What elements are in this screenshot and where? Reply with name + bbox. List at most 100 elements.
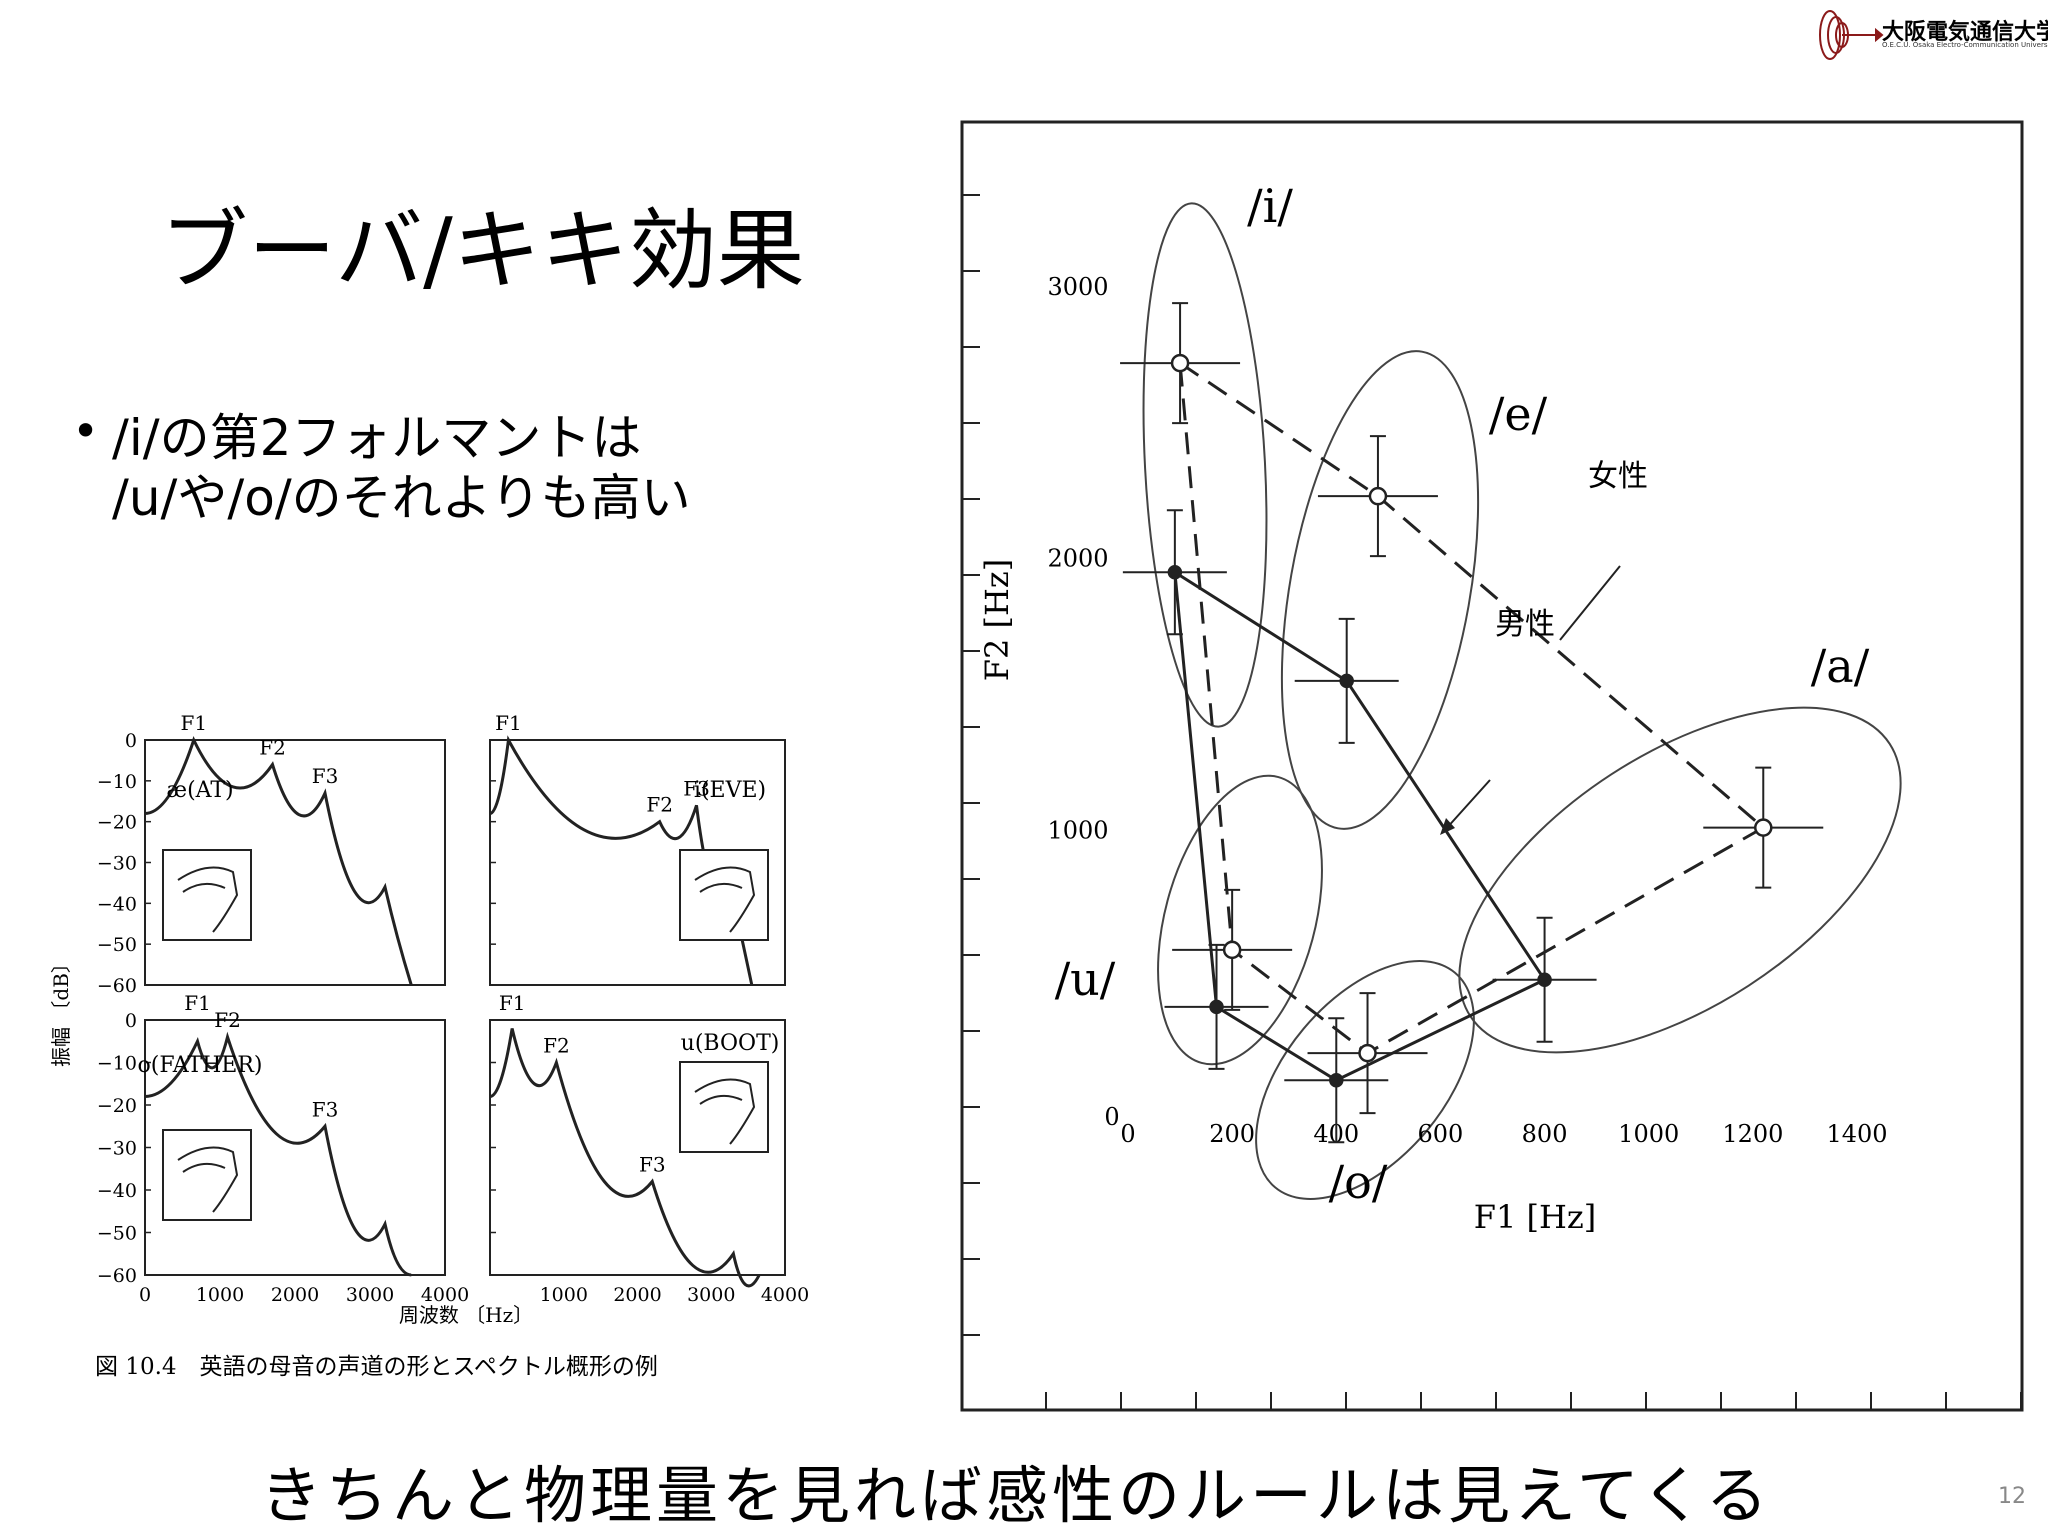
vowel-label: /a/ <box>1811 639 1870 693</box>
vowel-label: /e/ <box>1489 387 1548 441</box>
x-tick-label: 1000 <box>1618 1120 1679 1148</box>
formant-label: F1 <box>180 711 207 735</box>
x-tick-label: 1400 <box>1826 1120 1887 1148</box>
vowel-label: /i/ <box>1247 179 1293 233</box>
y-tick-label: 1000 <box>1047 816 1108 844</box>
spectrum-x-tick-label: 4000 <box>761 1284 809 1306</box>
spectrum-x-tick-label: 3000 <box>687 1284 735 1306</box>
spectrum-y-tick-label: −10 <box>97 1053 137 1075</box>
female-vowel-polygon <box>1178 360 1766 1055</box>
vowel-panel-label: o(FATHER) <box>138 1053 263 1078</box>
spectrum-x-axis-label: 周波数 〔Hz〕 <box>399 1303 533 1327</box>
spectrum-y-tick-label: −50 <box>97 934 137 956</box>
logo-name: 大阪電気通信大学 <box>1882 20 2048 45</box>
female-annotation: 女性 <box>1588 459 1648 494</box>
bullet-line-1: /i/の第2フォルマントは <box>112 409 642 467</box>
spectrum-x-tick-label: 2000 <box>613 1284 661 1306</box>
page-number: 12 <box>1998 1484 2026 1509</box>
male-data-point <box>1329 1073 1344 1088</box>
vowel-region-outline <box>1280 350 1480 830</box>
spectrum-y-tick-label: −60 <box>97 975 137 997</box>
x-tick-label: 1200 <box>1722 1120 1783 1148</box>
spectrum-curve <box>144 1031 412 1277</box>
formant-label: F2 <box>543 1034 570 1058</box>
formant-label: F1 <box>499 991 526 1015</box>
bullet-dot: • <box>72 404 100 458</box>
spectrum-x-tick-label: 1000 <box>540 1284 588 1306</box>
vowel-region-outline <box>1142 202 1268 728</box>
spectrum-y-tick-label: −40 <box>97 1180 137 1202</box>
logo-subtitle: O.E.C.U. Osaka Electro-Communication Uni… <box>1882 41 2048 49</box>
spectrum-y-tick-label: 0 <box>125 730 137 752</box>
slide-title: ブーバ/キキ効果 <box>160 199 805 302</box>
tongue-icon <box>182 1162 226 1173</box>
female-data-point <box>1358 1043 1377 1063</box>
formant-label: F1 <box>495 711 522 735</box>
spectrum-curve <box>489 1028 761 1288</box>
x-axis-label: F1 [Hz] <box>1474 1198 1596 1236</box>
vocal-tract-icon <box>694 866 756 933</box>
figure-caption: 図 10.4 英語の母音の声道の形とスペクトル概形の例 <box>95 1354 658 1380</box>
female-data-point <box>1170 353 1190 373</box>
male-data-point <box>1209 999 1224 1015</box>
vowel-region-outline <box>1255 960 1475 1200</box>
spectrum-y-tick-label: −40 <box>97 893 137 915</box>
spectrum-y-tick-label: −50 <box>97 1223 137 1245</box>
formant-label: F2 <box>214 1008 241 1032</box>
annotation-arrowhead <box>1440 818 1455 835</box>
plot-frame <box>960 120 2024 1412</box>
y-tick-label: 3000 <box>1047 273 1108 301</box>
vowel-panel-label: æ(AT) <box>166 778 233 803</box>
spectrum-y-tick-label: −20 <box>97 812 137 834</box>
spectrum-y-tick-label: −60 <box>97 1265 137 1287</box>
male-annotation: 男性 <box>1495 607 1555 642</box>
y-axis-label: F2 [Hz] <box>978 559 1016 681</box>
spectrum-x-tick-label: 2000 <box>271 1284 319 1306</box>
formant-label: F3 <box>312 1097 339 1121</box>
formant-label: F3 <box>683 776 710 800</box>
vowel-label: /u/ <box>1055 952 1116 1006</box>
vocal-tract-icon <box>177 866 239 933</box>
spectrum-x-tick-label: 4000 <box>421 1284 469 1306</box>
annotation-arrow <box>1559 565 1621 641</box>
bullet-line-2: /u/や/o/のそれよりも高い <box>112 469 691 527</box>
female-data-point <box>1368 486 1388 506</box>
x-tick-label: 600 <box>1418 1120 1464 1148</box>
male-data-point <box>1339 673 1354 689</box>
spectrum-y-tick-label: −30 <box>97 853 137 875</box>
y-tick-label: 2000 <box>1047 545 1108 573</box>
vocal-tract-icon <box>177 1146 239 1213</box>
spectrum-y-tick-label: −10 <box>97 771 137 793</box>
male-data-point <box>1167 565 1183 580</box>
spectrum-y-tick-label: −20 <box>97 1095 137 1117</box>
spectrum-x-tick-label: 3000 <box>346 1284 394 1306</box>
x-tick-label: 200 <box>1209 1120 1255 1148</box>
female-data-point <box>1222 940 1242 960</box>
annotation-arrow <box>1444 779 1491 831</box>
vowel-panel-label: u(BOOT) <box>681 1031 780 1056</box>
tongue-icon <box>699 882 743 893</box>
vowel-label: /o/ <box>1329 1155 1388 1209</box>
spectrum-curve <box>144 736 413 986</box>
formant-label: F3 <box>312 764 339 788</box>
x-tick-label: 800 <box>1522 1120 1568 1148</box>
female-data-point <box>1754 818 1773 837</box>
formant-label: F2 <box>259 736 286 760</box>
spectrum-x-tick-label: 1000 <box>196 1284 244 1306</box>
spectrum-y-axis-label: 振幅 〔dB〕 <box>49 953 73 1067</box>
vowel-panel-label: i(EVE) <box>694 778 766 803</box>
bottom-caption: きちんと物理量を見れば感性のルールは見えてくる <box>260 1459 1772 1532</box>
y-tick-label: 0 <box>1104 1103 1119 1131</box>
spectrum-y-tick-label: −30 <box>97 1138 137 1160</box>
university-logo-icon <box>1819 10 1884 60</box>
tongue-icon <box>182 882 226 893</box>
spectrum-y-tick-label: 0 <box>125 1010 137 1032</box>
formant-label: F1 <box>184 991 211 1015</box>
male-vowel-polygon <box>1173 569 1547 1082</box>
x-tick-label: 0 <box>1120 1120 1135 1148</box>
formant-label: F2 <box>646 793 673 817</box>
spectrum-x-tick-label: 0 <box>139 1284 151 1306</box>
formant-label: F3 <box>639 1153 666 1177</box>
